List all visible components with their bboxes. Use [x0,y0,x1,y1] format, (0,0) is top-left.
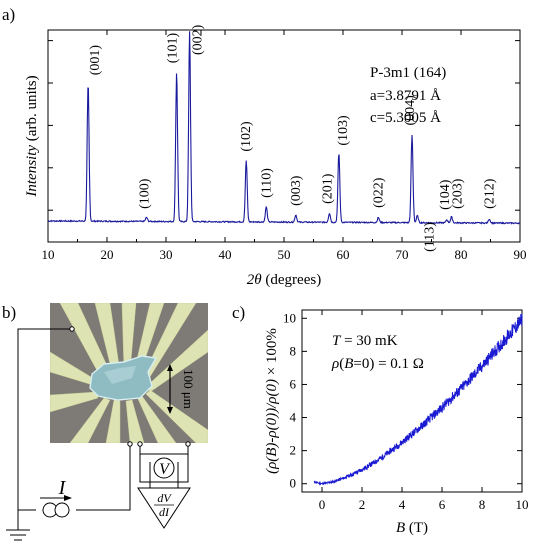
current-label: I [58,477,67,499]
mr-x-tick-label: 4 [399,497,406,512]
mr-plot-frame [301,309,523,493]
xrd-x-tick-label: 10 [42,247,55,262]
resistivity-annotation: ρ(B=0) = 0.1 Ω [331,356,424,372]
space-group-annotation: P-3m1 (164) [370,65,446,81]
xrd-x-tick-label: 40 [219,247,232,262]
xrd-x-tick-label: 30 [160,247,173,262]
lockin-denominator: dI [159,505,170,519]
mr-x-tick-label: 6 [439,497,446,512]
mr-trace [313,313,523,486]
mr-x-tick-label: 0 [319,497,326,512]
contact-pad [137,441,143,447]
xrd-peak-label: (101) [166,33,181,64]
xrd-peak-label: (103) [336,115,351,146]
mr-y-tick-label: 10 [283,310,296,325]
device-photo: 100 μm [50,303,208,443]
contact-pad [185,441,191,447]
mr-x-ticks: 0 2 4 6 8 10 [319,310,529,512]
xrd-trace [47,31,521,225]
xrd-peak-label: (002) [191,24,206,55]
current-source-right [54,502,70,518]
xrd-x-tick-label: 50 [278,247,291,262]
wire-source-right [76,444,131,511]
panel-c-label: c) [232,303,245,322]
xrd-peak-label: (001) [88,45,103,76]
mr-x-tick-label: 10 [516,497,529,512]
panel-a-label: a) [2,5,15,24]
xrd-peak-label: (110) [259,168,274,198]
mr-y-tick-label: 2 [290,443,297,458]
xrd-peak-label: (022) [371,177,386,208]
mr-y-axis-label: (ρ(B)-ρ(0))/ρ(0) × 100% [264,328,280,474]
wire-left [17,328,72,518]
magnetoresistance-chart: 0 2 4 6 8 10 0 2 4 6 8 10 T = 30 mK ρ(B=0) = 0.1 Ω… [264,309,529,536]
xrd-chart: 10 20 30 40 50 60 70 80 90 (001)(100)(101) (002)(… [24,24,527,288]
contact-pad [69,326,75,332]
xrd-peak-label: (203) [451,178,466,209]
electrode [125,399,145,443]
scale-label: 100 μm [181,369,196,409]
lockin-triangle [137,487,191,529]
voltmeter-circle [153,457,175,479]
crystal-highlight [104,366,136,384]
xrd-peak-label: (004) [403,95,418,126]
mr-y-tick-label: 4 [290,410,297,425]
scale-arrow-bottom [167,407,173,414]
xrd-peak-label: (102) [239,121,254,152]
mr-x-tick-label: 2 [359,497,366,512]
temperature-annotation: T = 30 mK [332,333,398,349]
xrd-x-tick-label: 80 [455,247,468,262]
electrode [145,389,208,443]
xrd-peak-label: (003) [289,175,304,206]
current-arrowhead [64,495,72,501]
lockin-numerator: dV [157,491,172,505]
xrd-peak-label: (212) [482,178,497,209]
xrd-x-tick-label: 70 [396,247,409,262]
mr-y-tick-label: 6 [290,376,297,391]
xrd-y-axis-label: Intensity (arb. units) [24,75,40,197]
voltmeter-label: V [159,461,171,478]
contact-pad [127,441,133,447]
mr-y-tick-label: 0 [290,476,297,491]
mr-y-ticks: 0 2 4 6 8 10 [283,310,522,491]
mr-y-tick-label: 8 [290,343,297,358]
scale-arrow-top [167,364,173,371]
mr-x-tick-label: 8 [479,497,486,512]
panel-b-label: b) [2,303,16,322]
electrode [69,397,111,443]
xrd-x-tick-label: 20 [101,247,114,262]
electrode-fan [50,303,208,443]
xrd-peak-label: (104) [438,179,453,210]
xrd-peak-label: (100) [138,178,153,209]
xrd-peak-label: (113) [422,222,437,252]
xrd-x-ticks: 10 20 30 40 50 60 70 80 90 [42,30,527,262]
circuit-wiring [6,326,191,541]
xrd-x-tick-label: 60 [337,247,350,262]
xrd-x-tick-label: 90 [514,247,527,262]
lattice-a-annotation: a=3.8791 Å [370,88,441,104]
xrd-peak-label: (201) [320,173,335,204]
xrd-y-ticks [48,40,520,211]
electrode [147,329,208,393]
xrd-x-axis-label: 2θ (degrees) [247,272,321,288]
mr-x-axis-label: B (T) [396,520,428,536]
lattice-c-annotation: c=5.3005 Å [370,110,441,126]
xrd-peak-labels: (001) (100) (101) (002) (102) (110) (003) (201)… [88,24,497,252]
